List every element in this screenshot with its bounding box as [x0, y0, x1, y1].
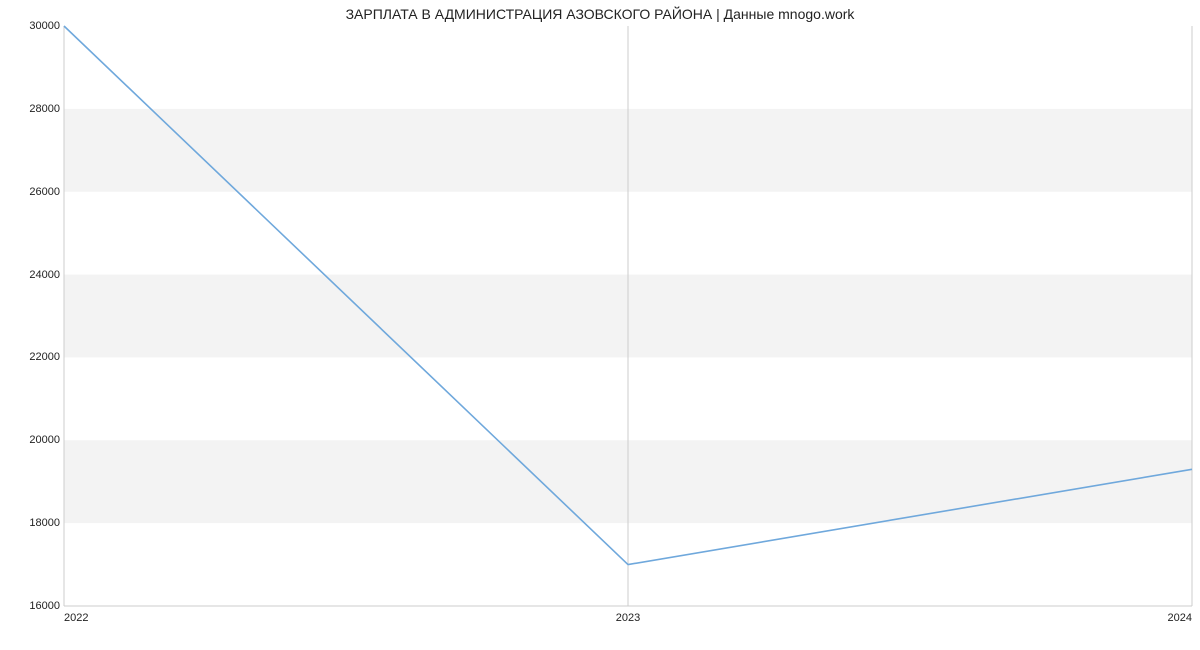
y-tick-label: 24000	[8, 269, 60, 281]
y-tick-label: 26000	[8, 186, 60, 198]
chart-title: ЗАРПЛАТА В АДМИНИСТРАЦИЯ АЗОВСКОГО РАЙОН…	[0, 6, 1200, 22]
chart-plot	[64, 26, 1192, 606]
x-tick-label: 2023	[616, 612, 640, 624]
x-tick-label: 2022	[64, 612, 88, 624]
y-tick-label: 18000	[8, 517, 60, 529]
chart-container: ЗАРПЛАТА В АДМИНИСТРАЦИЯ АЗОВСКОГО РАЙОН…	[0, 0, 1200, 650]
x-tick-label: 2024	[1168, 612, 1192, 624]
y-tick-label: 20000	[8, 434, 60, 446]
y-tick-label: 16000	[8, 600, 60, 612]
y-tick-label: 22000	[8, 351, 60, 363]
y-tick-label: 28000	[8, 103, 60, 115]
y-tick-label: 30000	[8, 20, 60, 32]
